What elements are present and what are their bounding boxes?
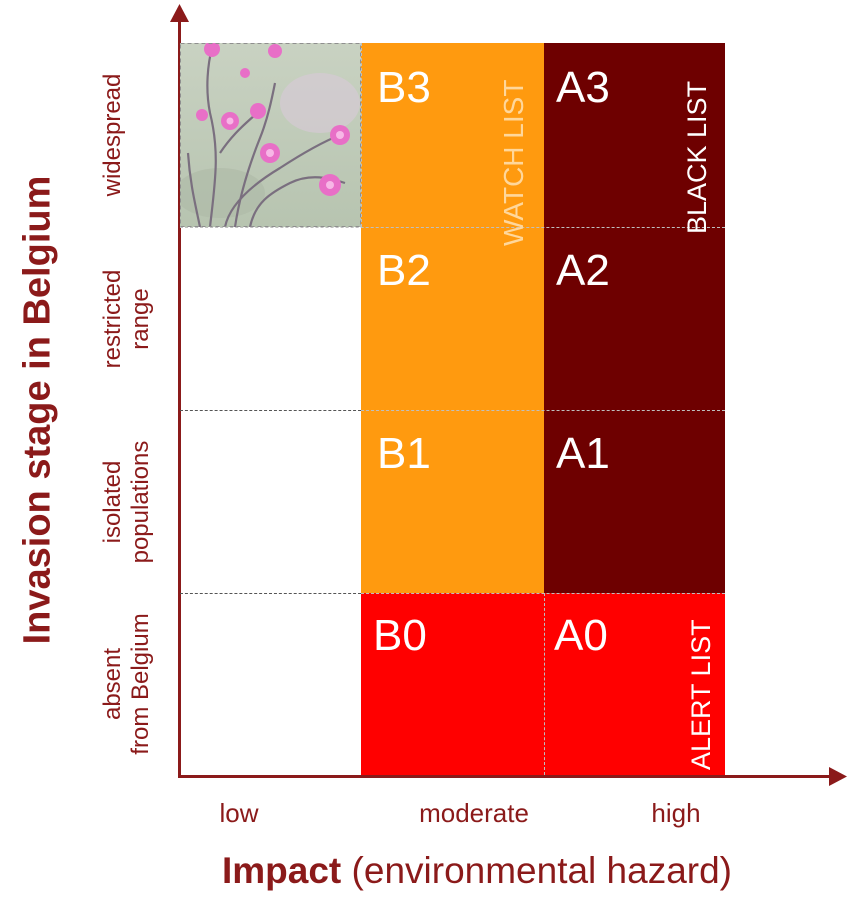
x-axis-arrowhead <box>829 767 847 786</box>
row-label-isolated-populations-line1: isolated <box>99 460 126 544</box>
y-axis-arrowhead <box>170 4 189 22</box>
column-label-high: high <box>651 798 701 828</box>
row-divider-top <box>180 227 725 228</box>
cell-code-b0: B0 <box>373 611 427 660</box>
cell-b2 <box>361 227 544 410</box>
cell-code-b3: B3 <box>377 63 431 112</box>
x-axis-title-bold: Impact <box>222 850 342 891</box>
cell-b3 <box>361 43 544 227</box>
column-label-low: low <box>219 798 259 828</box>
row-label-isolated-populations-line2: populations <box>127 440 154 564</box>
row-label-absent-from-belgium-line2: from Belgium <box>127 613 154 755</box>
row-divider-bottom <box>361 593 725 594</box>
cell-code-b2: B2 <box>377 246 431 295</box>
flower-photo <box>180 43 361 227</box>
watch-list-label: WATCH LIST <box>498 79 529 246</box>
row-divider-low-2 <box>180 593 361 594</box>
cell-code-a1: A1 <box>556 429 610 478</box>
y-axis-line <box>178 14 181 778</box>
x-axis-title: Impact (environmental hazard) <box>222 850 732 892</box>
y-axis-title: Invasion stage in Belgium <box>16 175 59 645</box>
column-label-moderate: moderate <box>419 798 529 828</box>
cell-a0 <box>544 593 725 775</box>
cell-a1 <box>544 410 725 593</box>
x-axis-title-rest: (environmental hazard) <box>341 850 733 891</box>
alert-list-label: ALERT LIST <box>686 619 716 770</box>
cell-code-a2: A2 <box>556 246 610 295</box>
cell-b1 <box>361 410 544 593</box>
black-list-label: BLACK LIST <box>682 80 712 234</box>
row-label-widespread: widespread <box>99 74 127 197</box>
cell-a2 <box>544 227 725 410</box>
row-label-restricted-range: restricted range <box>99 270 155 369</box>
column-divider-low-moderate <box>361 43 362 227</box>
cell-a3 <box>544 43 725 227</box>
cell-code-a0: A0 <box>554 611 608 660</box>
row-label-absent-from-belgium: absent from Belgium <box>99 613 155 754</box>
column-divider-alert <box>544 593 545 775</box>
row-divider-low-1 <box>180 410 361 411</box>
row-label-absent-from-belgium-line1: absent <box>99 647 126 721</box>
row-label-restricted-range-line2: range <box>127 288 154 350</box>
cell-code-a3: A3 <box>556 63 610 112</box>
cell-b0 <box>361 593 544 775</box>
row-label-isolated-populations: isolated populations <box>99 441 155 564</box>
x-axis-line <box>178 775 833 778</box>
cell-code-b1: B1 <box>377 429 431 478</box>
row-label-widespread-line1: widespread <box>99 73 126 197</box>
row-label-restricted-range-line1: restricted <box>99 269 126 369</box>
row-divider-mid <box>361 410 725 411</box>
